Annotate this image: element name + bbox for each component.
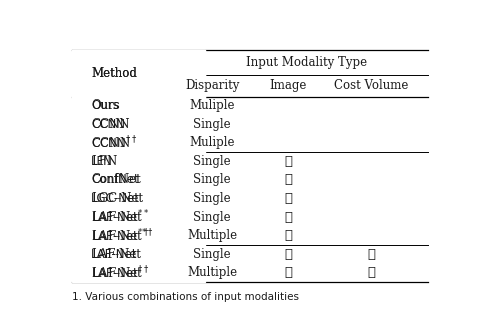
Text: ✓: ✓	[367, 266, 375, 279]
Text: LAF-Net$^*$: LAF-Net$^*$	[91, 209, 149, 225]
Text: Disparity: Disparity	[185, 79, 240, 92]
Text: Single: Single	[193, 247, 231, 261]
Text: ✓: ✓	[284, 192, 292, 205]
Text: CCNN$^\dagger$: CCNN$^\dagger$	[91, 135, 138, 151]
Text: LFN: LFN	[91, 155, 113, 168]
Text: ✓: ✓	[284, 155, 292, 168]
Text: Cost Volume: Cost Volume	[334, 79, 408, 92]
Text: LGC-Net: LGC-Net	[91, 192, 140, 205]
Text: ✓: ✓	[284, 266, 292, 279]
Text: LGC-Net: LGC-Net	[91, 192, 143, 205]
Text: LAF-Net$^{\dagger}$: LAF-Net$^{\dagger}$	[91, 264, 143, 281]
Text: CCNN$^{\dagger}$: CCNN$^{\dagger}$	[91, 135, 131, 151]
Text: ✓: ✓	[284, 229, 292, 242]
Text: ✓: ✓	[284, 173, 292, 186]
Text: LAF-Net$^{*\dagger}$: LAF-Net$^{*\dagger}$	[91, 227, 154, 244]
Text: Muliple: Muliple	[189, 100, 235, 113]
Text: ✓: ✓	[367, 247, 375, 261]
Text: Method: Method	[91, 67, 137, 80]
Bar	[72, 50, 205, 97]
Text: Single: Single	[193, 192, 231, 205]
Text: Single: Single	[193, 155, 231, 168]
Text: Multiple: Multiple	[187, 229, 237, 242]
Text: Image: Image	[269, 79, 306, 92]
Text: ConfNet: ConfNet	[91, 173, 139, 186]
Text: Muliple: Muliple	[189, 137, 235, 149]
Text: Single: Single	[193, 173, 231, 186]
Bar	[72, 50, 205, 282]
Text: LAF-Net: LAF-Net	[91, 247, 138, 261]
Text: 1. Various combinations of input modalities: 1. Various combinations of input modalit…	[72, 292, 299, 302]
Text: ✓: ✓	[284, 210, 292, 223]
Text: LFN: LFN	[91, 155, 118, 168]
Text: Single: Single	[193, 118, 231, 131]
Text: Single: Single	[193, 210, 231, 223]
Text: LAF-Net$^\dagger$: LAF-Net$^\dagger$	[91, 264, 149, 281]
Text: Method: Method	[91, 67, 137, 80]
Text: Input Modality Type: Input Modality Type	[246, 56, 367, 69]
Text: Multiple: Multiple	[187, 266, 237, 279]
Text: Ours: Ours	[91, 100, 120, 113]
Text: Ours: Ours	[91, 100, 119, 113]
Text: CCNN: CCNN	[91, 118, 130, 131]
Text: ConfNet: ConfNet	[91, 173, 141, 186]
Text: ✓: ✓	[284, 247, 292, 261]
Text: CCNN: CCNN	[91, 118, 125, 131]
Text: LAF-Net: LAF-Net	[91, 247, 141, 261]
Text: LAF-Net$^{*}$: LAF-Net$^{*}$	[91, 209, 143, 225]
Text: LAF-Net$^{*\dagger}$: LAF-Net$^{*\dagger}$	[91, 227, 149, 244]
